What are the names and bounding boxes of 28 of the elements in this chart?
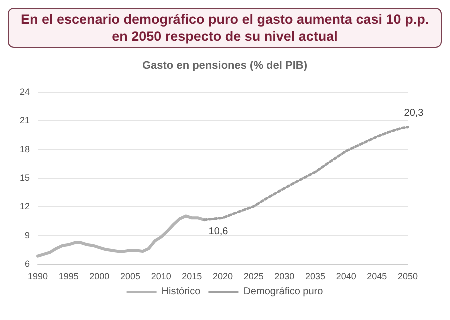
y-tick-label: 15 <box>20 173 30 183</box>
legend-label: Demográfico puro <box>244 286 324 298</box>
x-tick-label: 2010 <box>151 272 172 282</box>
y-tick-label: 12 <box>20 202 30 212</box>
x-tick-label: 2005 <box>120 272 141 282</box>
y-tick-label: 18 <box>20 144 30 154</box>
x-tick-label: 2015 <box>182 272 202 282</box>
x-tick-label: 2050 <box>398 272 418 282</box>
line-series <box>36 214 206 258</box>
x-tick-label: 2040 <box>336 272 356 282</box>
chart-title: En el escenario demográfico puro el gasto aumenta casi 10 p.p. en 2050 respecto de su nivel actual <box>8 8 442 48</box>
y-tick-label: 9 <box>24 230 30 240</box>
x-tick-label: 2025 <box>244 272 264 282</box>
y-tick-label: 24 <box>20 87 30 97</box>
x-tick-label: 2030 <box>274 272 295 282</box>
chart-subtitle: Gasto en pensiones (% del PIB) <box>141 60 309 72</box>
x-tick-label: 1995 <box>58 272 79 282</box>
x-tick-label: 2035 <box>305 272 326 282</box>
y-tick-label: 21 <box>20 116 30 126</box>
line-series <box>203 126 410 222</box>
y-tick-label: 6 <box>24 259 30 269</box>
x-tick-label: 2020 <box>212 272 234 282</box>
data-label: 20,3 <box>404 108 424 119</box>
legend-label: Histórico <box>162 286 202 298</box>
data-label: 10,6 <box>208 226 229 238</box>
x-tick-label: 2045 <box>367 272 388 282</box>
x-tick-label: 1990 <box>28 272 48 282</box>
x-tick-label: 2000 <box>90 272 110 282</box>
